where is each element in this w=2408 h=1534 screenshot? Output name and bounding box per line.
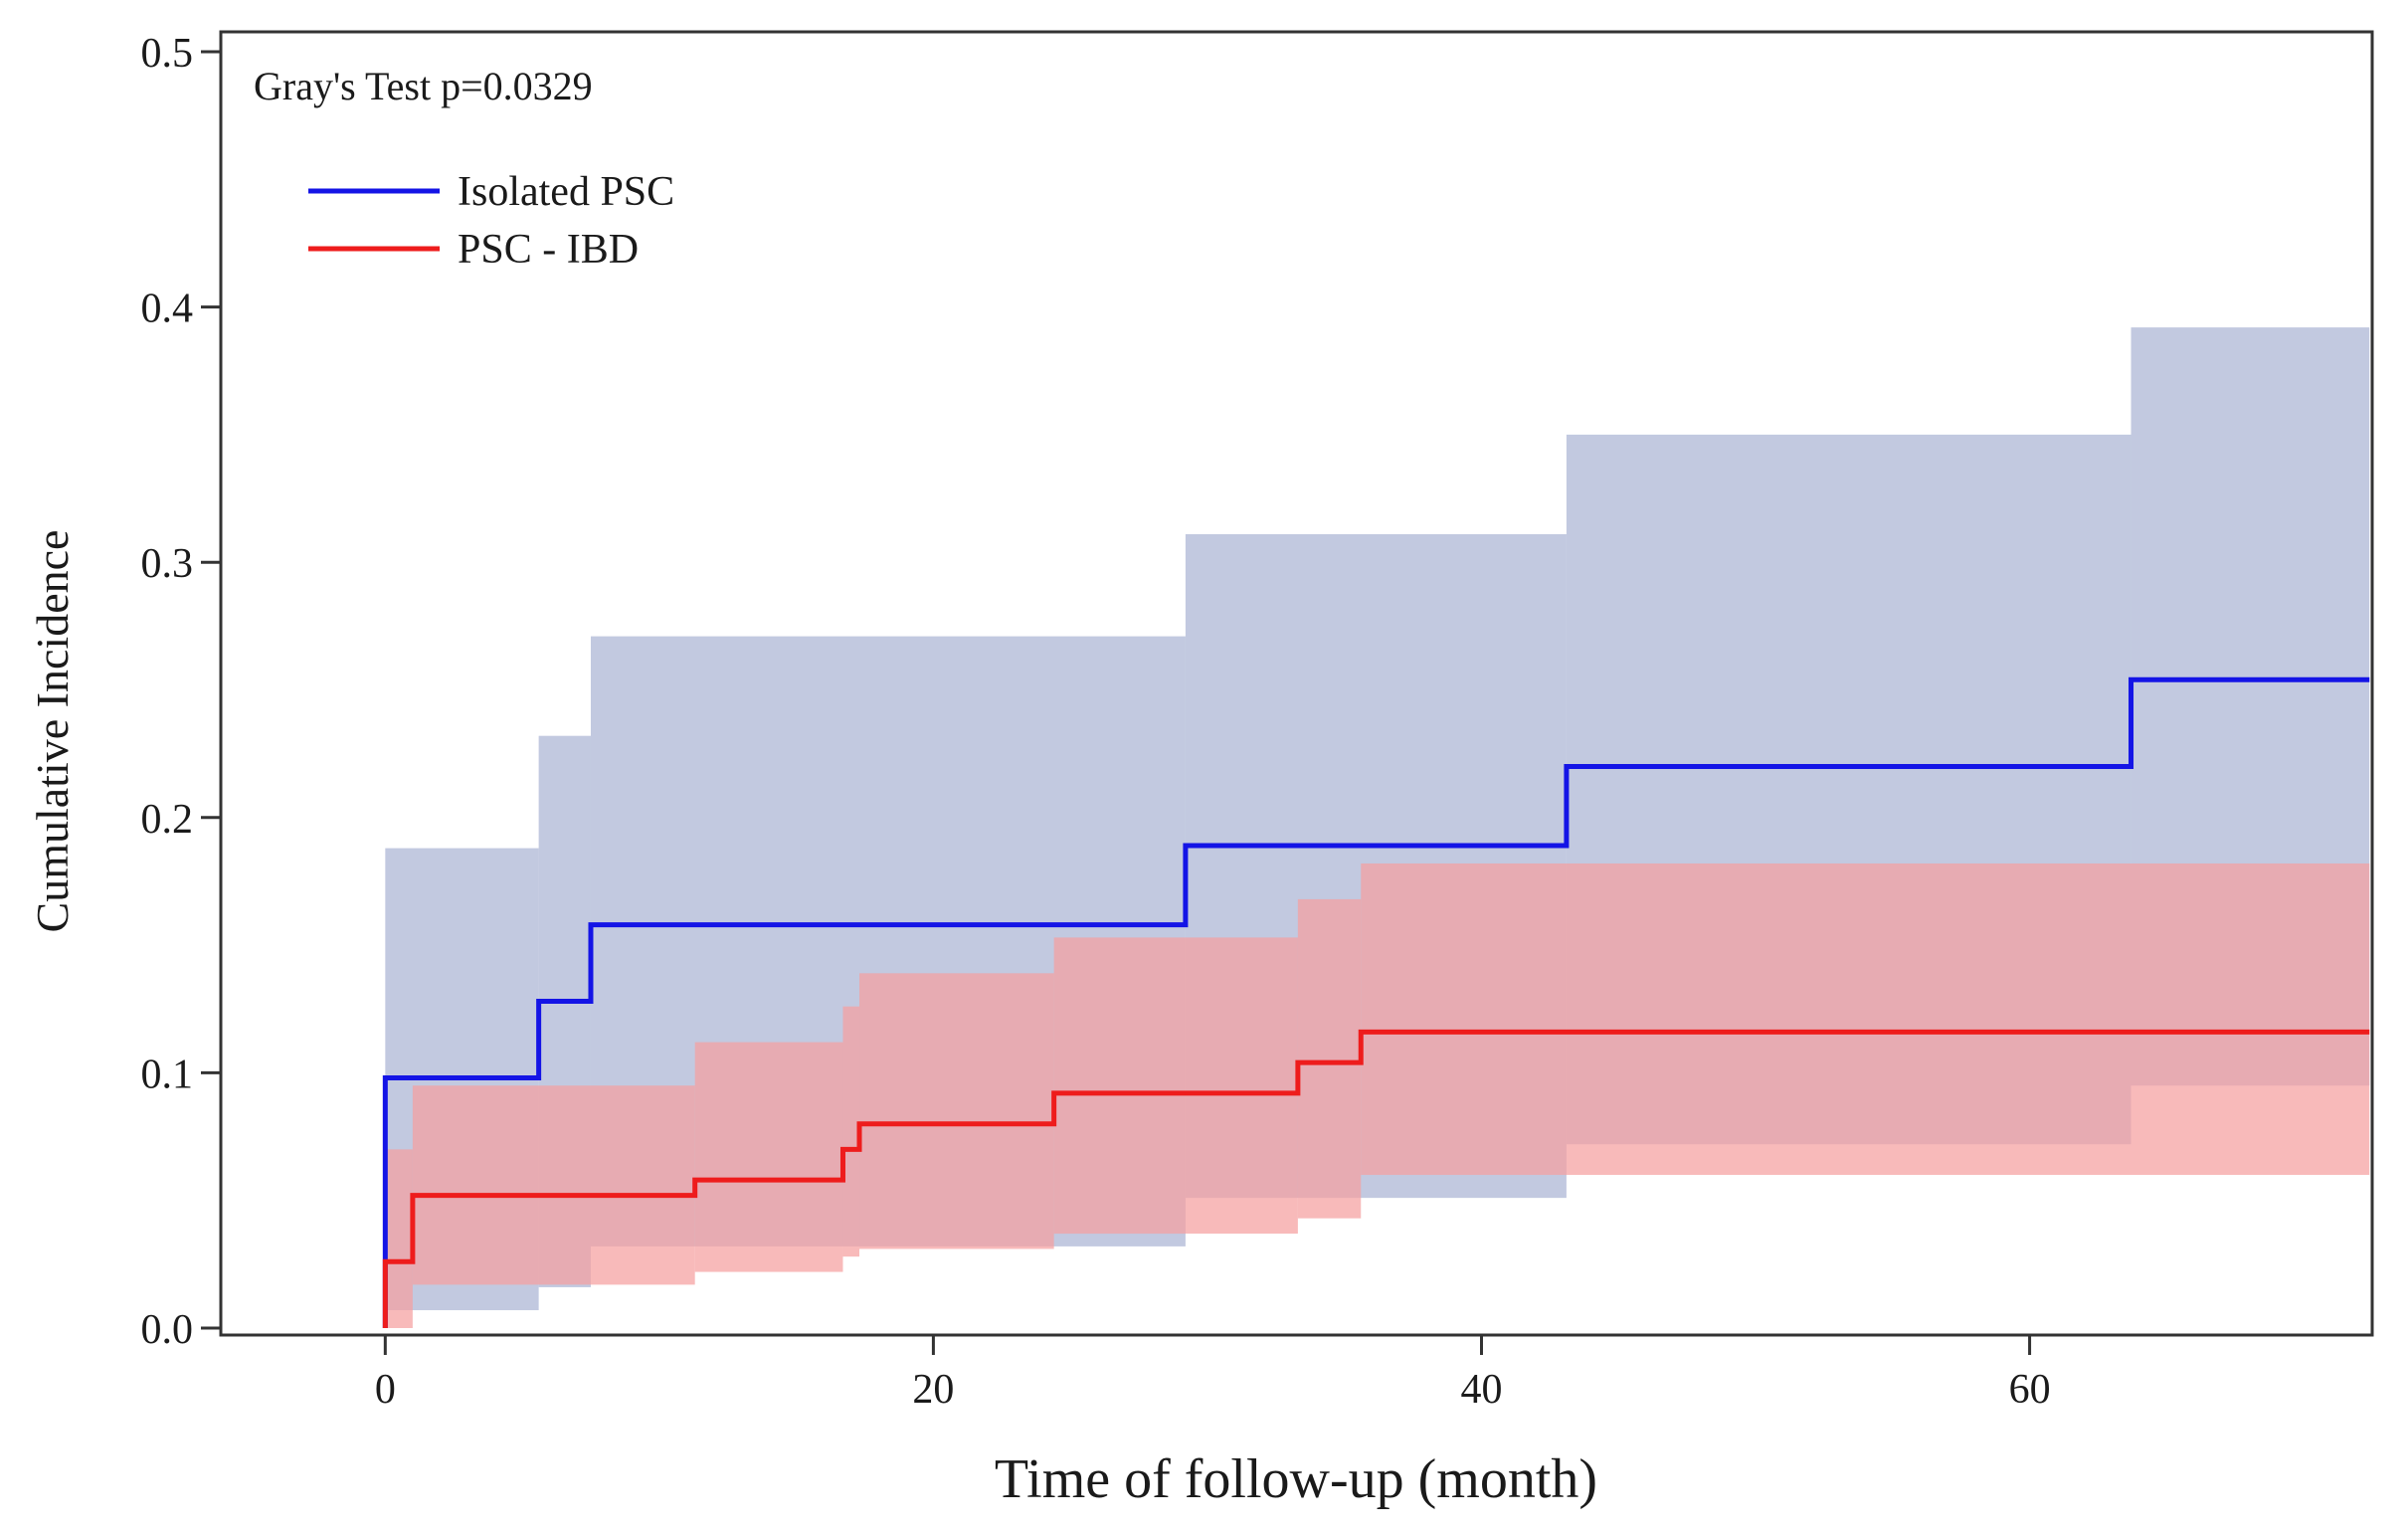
y-axis-label: Cumulative Incidence <box>27 530 78 933</box>
y-tick-label-4: 0.4 <box>141 287 194 332</box>
y-tick-label-2: 0.2 <box>141 797 194 843</box>
legend-label-isolated-psc: Isolated PSC <box>458 169 674 215</box>
x-tick-label-1: 20 <box>912 1367 954 1413</box>
ci-band-psc-ibd-3 <box>694 1042 843 1272</box>
y-tick-label-3: 0.3 <box>141 541 194 587</box>
ci-band-psc-ibd-1 <box>385 1149 413 1328</box>
x-tick-label-2: 40 <box>1460 1367 1502 1413</box>
y-axis: 0.0 0.1 0.2 0.3 0.4 0.5 <box>141 31 221 1353</box>
plot-frame <box>219 30 2374 1337</box>
legend-label-psc-ibd: PSC - IBD <box>458 227 639 273</box>
x-tick-label-0: 0 <box>375 1367 396 1413</box>
x-tick-label-3: 60 <box>2009 1367 2051 1413</box>
x-axis-label: Time of follow-up (month) <box>995 1448 1597 1510</box>
ci-band-psc-ibd-7 <box>1297 898 1362 1219</box>
x-axis: 0 20 40 60 <box>375 1335 2051 1413</box>
ci-band-psc-ibd-2 <box>412 1085 695 1285</box>
grays-test-annotation: Gray's Test p=0.0329 <box>254 64 593 108</box>
legend: Isolated PSC PSC - IBD <box>308 169 674 273</box>
ci-band-psc-ibd-8 <box>1361 863 2370 1176</box>
step-line-isolated-psc <box>382 676 2370 1328</box>
confidence-bands <box>385 327 2370 1328</box>
series-lines <box>382 676 2370 1328</box>
ci-band-psc-ibd-4 <box>842 1006 860 1257</box>
step-line-psc-ibd <box>382 1029 2370 1328</box>
ci-band-psc-ibd-5 <box>859 973 1054 1249</box>
y-tick-label-0: 0.0 <box>141 1307 194 1353</box>
y-tick-label-1: 0.1 <box>141 1052 194 1097</box>
ci-band-psc-ibd-6 <box>1053 937 1298 1235</box>
y-tick-label-5: 0.5 <box>141 31 194 77</box>
